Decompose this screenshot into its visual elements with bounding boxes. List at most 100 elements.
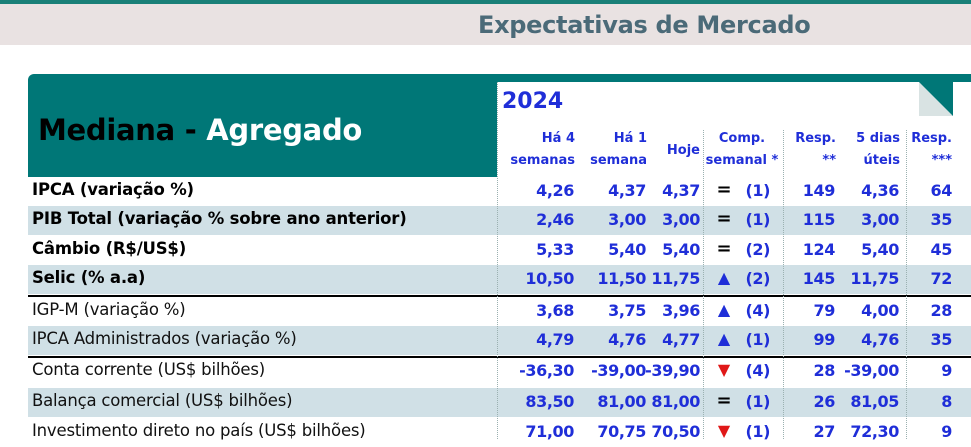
cell-comp: (1) [745, 210, 770, 229]
cell-resp: 79 [813, 301, 836, 320]
cell-hoje: 70,50 [651, 422, 700, 441]
cell-ha1: 4,37 [608, 181, 646, 200]
cell-hoje: 3,00 [662, 210, 700, 229]
col-header-resp: Resp. ** [786, 128, 836, 174]
cell-ha1: 70,75 [597, 422, 646, 441]
cell-dias5: 3,00 [861, 210, 899, 229]
table-row: IPCA (variação %) 4,26 4,37 4,37 (1) 149 4,36 6… [28, 177, 971, 206]
cell-ha4: 4,79 [536, 330, 574, 349]
table-row: Conta corrente (US$ bilhões) -36,30 -39,00… [28, 357, 971, 386]
cell-resp: 115 [802, 210, 836, 229]
row-label: Conta corrente (US$ bilhões) [32, 360, 265, 379]
col-header-5dias: 5 dias úteis [846, 128, 900, 174]
cell-dias5: 5,40 [861, 240, 899, 259]
col-header-comp: Comp. semanal * [700, 128, 784, 174]
equal-icon: = [716, 208, 732, 229]
table-row: Investimento direto no país (US$ bilhões… [28, 418, 971, 447]
title-bar: Expectativas de Mercado [0, 4, 971, 45]
cell-hoje: 11,75 [651, 269, 700, 288]
cell-hoje: -39,90 [645, 361, 700, 380]
section-divider [28, 295, 971, 297]
cell-dias5: -39,00 [844, 361, 899, 380]
cell-comp: (2) [745, 269, 770, 288]
cell-resp: 145 [802, 269, 836, 288]
cell-hoje: 3,96 [662, 301, 700, 320]
table-row: Balança comercial (US$ bilhões) 83,50 81,0… [28, 388, 971, 417]
equal-icon: = [716, 238, 732, 259]
table-title-agregado: Agregado [206, 113, 363, 147]
col-header-ha1-line1: Há 1 [613, 131, 647, 146]
cell-ha4: -36,30 [519, 361, 574, 380]
col-header-resp3-line2: *** [931, 153, 952, 168]
row-label: PIB Total (variação % sobre ano anterior… [32, 209, 407, 228]
up-triangle-icon: ▲ [717, 329, 731, 348]
cell-ha4: 5,33 [536, 240, 574, 259]
cell-hoje: 5,40 [662, 240, 700, 259]
cell-dias5: 4,36 [861, 181, 899, 200]
column-divider [497, 82, 498, 439]
top-accent-bar [0, 0, 971, 4]
cell-ha1: 11,50 [597, 269, 646, 288]
up-triangle-icon: ▲ [717, 300, 731, 319]
page-title: Expectativas de Mercado [478, 11, 811, 39]
up-triangle-icon: ▲ [717, 268, 731, 287]
col-header-comp-line1: Comp. [718, 131, 766, 146]
cell-resp: 28 [813, 361, 836, 380]
cell-ha4: 4,26 [536, 181, 574, 200]
cell-resp: 99 [813, 330, 836, 349]
row-label: Investimento direto no país (US$ bilhões… [32, 421, 366, 440]
table-title: Mediana - Agregado [38, 113, 362, 147]
col-header-ha1-line2: semana [590, 153, 647, 168]
cell-dias5: 4,76 [861, 330, 899, 349]
cell-ha4: 2,46 [536, 210, 574, 229]
cell-ha1: 4,76 [608, 330, 646, 349]
row-label: Câmbio (R$/US$) [32, 239, 187, 258]
cell-dias5: 11,75 [850, 269, 899, 288]
col-header-ha4: Há 4 semanas [507, 128, 575, 174]
corner-fold-shadow [919, 82, 953, 116]
cell-comp: (1) [745, 181, 770, 200]
cell-resp3: 8 [941, 392, 952, 411]
cell-ha1: 81,00 [597, 392, 646, 411]
equal-icon: = [716, 390, 732, 411]
column-header-box [497, 82, 971, 177]
cell-comp: (2) [745, 240, 770, 259]
down-triangle-icon: ▼ [717, 360, 731, 379]
row-label: Balança comercial (US$ bilhões) [32, 391, 293, 410]
col-header-hoje: Hoje [666, 143, 700, 158]
row-label: IPCA (variação %) [32, 180, 194, 199]
col-header-resp3: Resp. *** [906, 128, 952, 174]
cell-comp: (1) [745, 422, 770, 441]
cell-ha1: 3,00 [608, 210, 646, 229]
col-header-ha4-line2: semanas [510, 153, 575, 168]
year-label: 2024 [502, 89, 564, 114]
cell-hoje: 4,37 [662, 181, 700, 200]
row-label: Selic (% a.a) [32, 268, 146, 287]
cell-resp: 27 [813, 422, 836, 441]
cell-ha1: -39,00 [591, 361, 646, 380]
column-divider [783, 130, 784, 439]
col-header-ha1: Há 1 semana [585, 128, 647, 174]
col-header-comp-line2: semanal * [705, 153, 779, 168]
cell-ha4: 3,68 [536, 301, 574, 320]
cell-resp3: 35 [930, 330, 953, 349]
cell-resp3: 64 [930, 181, 953, 200]
cell-comp: (1) [745, 392, 770, 411]
table-row: PIB Total (variação % sobre ano anterior… [28, 206, 971, 235]
table-row: IPCA Administrados (variação %) 4,79 4,76 4… [28, 326, 971, 355]
cell-comp: (1) [745, 330, 770, 349]
cell-resp3: 9 [941, 361, 952, 380]
cell-resp: 26 [813, 392, 836, 411]
cell-resp3: 45 [930, 240, 953, 259]
cell-resp3: 35 [930, 210, 953, 229]
cell-dias5: 4,00 [861, 301, 899, 320]
equal-icon: = [716, 179, 732, 200]
col-header-resp-line1: Resp. [795, 131, 836, 146]
cell-ha4: 71,00 [525, 422, 574, 441]
cell-resp3: 9 [941, 422, 952, 441]
cell-dias5: 81,05 [850, 392, 899, 411]
cell-hoje: 81,00 [651, 392, 700, 411]
cell-resp: 124 [802, 240, 836, 259]
cell-resp3: 72 [930, 269, 953, 288]
section-divider [28, 356, 971, 358]
